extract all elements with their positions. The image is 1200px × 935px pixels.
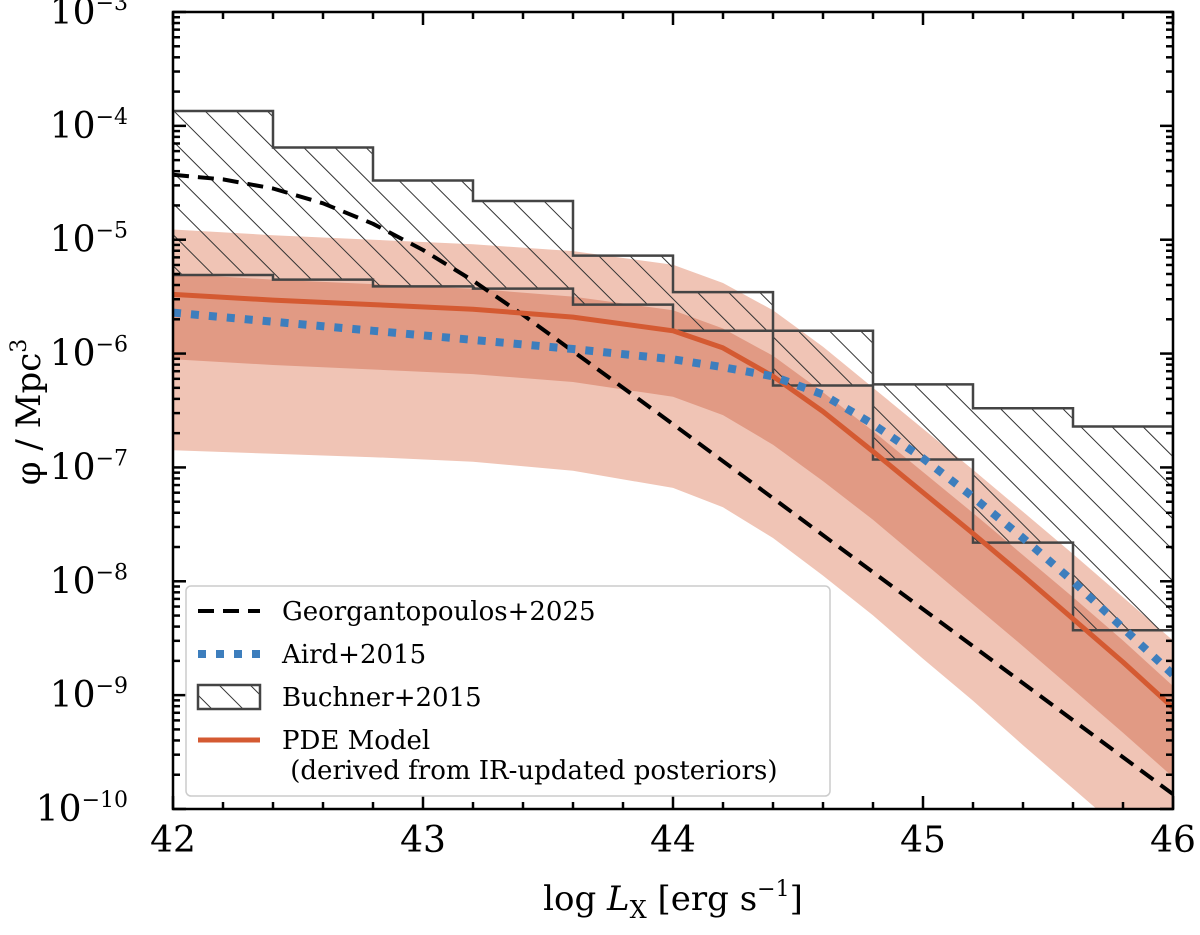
legend-symbols bbox=[196, 609, 262, 743]
x-axis-label: log LX [erg s−1] bbox=[543, 877, 803, 924]
legend-label-pde-note: (derived from IR-updated posteriors) bbox=[282, 756, 778, 786]
legend-box bbox=[185, 585, 831, 797]
x-tick-label-45: 45 bbox=[900, 820, 946, 861]
buchner-hatched-region bbox=[173, 109, 1173, 632]
plot-area bbox=[173, 109, 1173, 809]
y-tick-label-10m5: 10−5 bbox=[50, 219, 128, 261]
legend-label-georgantopoulos: Georgantopoulos+2025 bbox=[282, 597, 596, 627]
georgantopoulos-2025-line bbox=[173, 172, 1173, 796]
x-tick-label-44: 44 bbox=[650, 820, 696, 861]
x-tick-label-46: 46 bbox=[1150, 820, 1196, 861]
legend-symbol-buchner bbox=[196, 683, 262, 711]
y-tick-label-10m8: 10−8 bbox=[50, 560, 128, 602]
aird-2015-line bbox=[173, 308, 1173, 678]
pde-model-line bbox=[173, 291, 1173, 711]
y-axis-label: φ / Mpc3 bbox=[7, 339, 49, 486]
legend: Georgantopoulos+2025 Aird+2015 Buchner+2… bbox=[185, 585, 831, 797]
series-lines bbox=[173, 172, 1173, 796]
legend-label-buchner: Buchner+2015 bbox=[282, 683, 482, 713]
legend-label-aird: Aird+2015 bbox=[281, 640, 426, 670]
x-tick-label-43: 43 bbox=[400, 820, 446, 861]
pde-model-95-band bbox=[173, 229, 1173, 809]
y-tick-label-10m10: 10−10 bbox=[36, 788, 128, 830]
legend-label-pde: PDE Model bbox=[282, 726, 430, 756]
y-tick-labels: 10−3 10−4 10−5 10−6 10−7 10−8 10−9 10−10 bbox=[36, 0, 128, 830]
axis-ticks bbox=[171, 10, 1175, 811]
y-tick-label-10m6: 10−6 bbox=[50, 333, 128, 375]
x-tick-label-42: 42 bbox=[150, 820, 196, 861]
y-tick-label-10m9: 10−9 bbox=[50, 674, 128, 716]
y-tick-label-10m3: 10−3 bbox=[50, 0, 128, 33]
y-tick-label-10m7: 10−7 bbox=[50, 446, 128, 488]
y-tick-label-10m4: 10−4 bbox=[50, 105, 128, 147]
buchner-2015-region bbox=[173, 109, 1173, 632]
x-tick-labels: 42 43 44 45 46 bbox=[150, 820, 1196, 861]
